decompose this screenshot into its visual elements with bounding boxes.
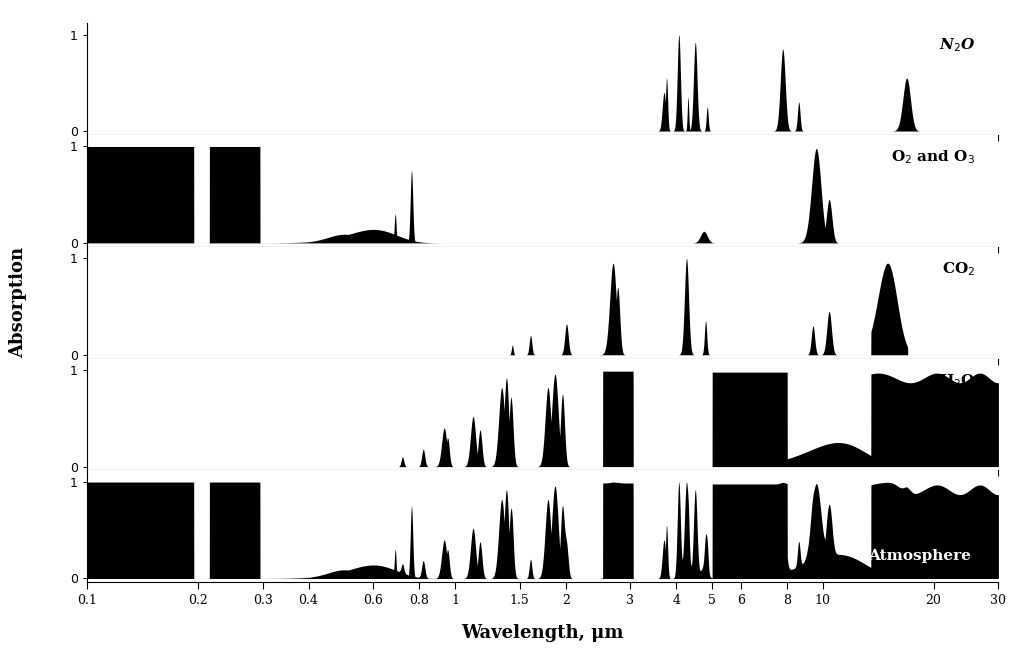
Text: N$_2$O: N$_2$O xyxy=(939,36,976,54)
Text: Wavelength, μm: Wavelength, μm xyxy=(462,624,624,642)
Text: O$_2$ and O$_3$: O$_2$ and O$_3$ xyxy=(891,148,976,166)
Text: H$_2$O: H$_2$O xyxy=(939,372,976,390)
Text: CO$_2$: CO$_2$ xyxy=(942,260,976,278)
Text: Absorption: Absorption xyxy=(9,247,28,358)
Text: Atmosphere: Atmosphere xyxy=(868,549,971,563)
